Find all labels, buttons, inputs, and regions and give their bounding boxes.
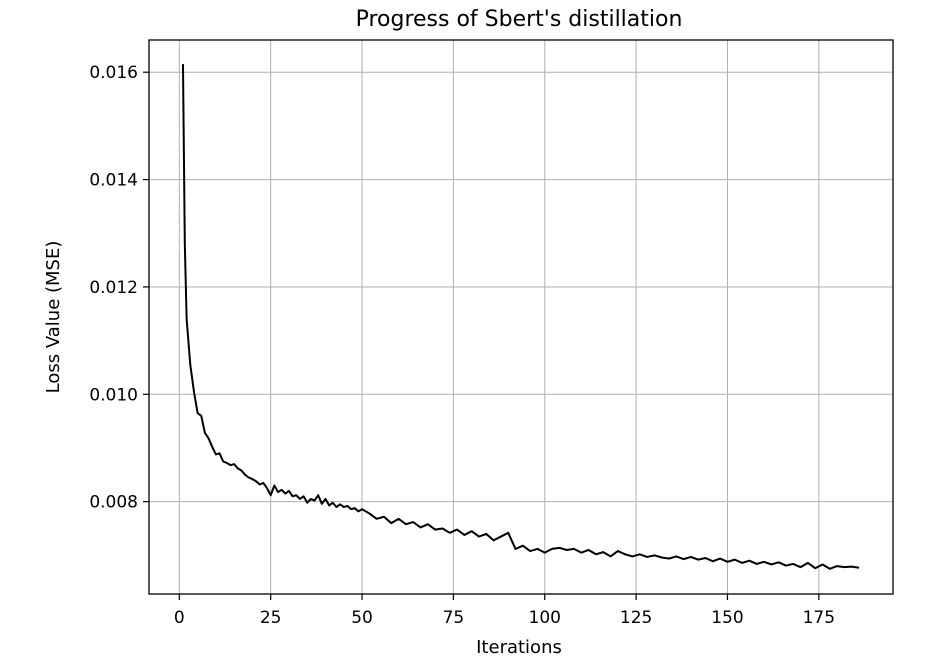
- y-tick-label: 0.014: [89, 171, 138, 191]
- loss-series-line: [181, 64, 860, 570]
- x-axis-ticks: 0 25 50 75 100 125 150 175: [174, 594, 835, 628]
- plot-frame: [148, 39, 894, 595]
- y-axis-ticks: 0.008 0.010 0.012 0.014 0.016: [89, 63, 149, 513]
- y-tick-label: 0.010: [89, 385, 138, 405]
- grid-lines: [149, 40, 893, 594]
- x-tick-label: 125: [620, 608, 652, 628]
- chart-title: Progress of Sbert's distillation: [356, 7, 683, 32]
- x-tick-label: 0: [174, 608, 185, 628]
- y-axis-title: Loss Value (MSE): [43, 241, 64, 394]
- x-tick-label: 75: [443, 608, 465, 628]
- x-tick-label: 150: [711, 608, 743, 628]
- x-tick-label: 175: [803, 608, 835, 628]
- y-tick-label: 0.016: [89, 63, 138, 83]
- x-axis-title: Iterations: [476, 637, 562, 658]
- x-tick-label: 100: [529, 608, 561, 628]
- y-tick-label: 0.008: [89, 493, 138, 513]
- x-tick-label: 25: [260, 608, 282, 628]
- x-tick-label: 50: [351, 608, 373, 628]
- y-tick-label: 0.012: [89, 278, 138, 298]
- plot-lines: [181, 64, 860, 570]
